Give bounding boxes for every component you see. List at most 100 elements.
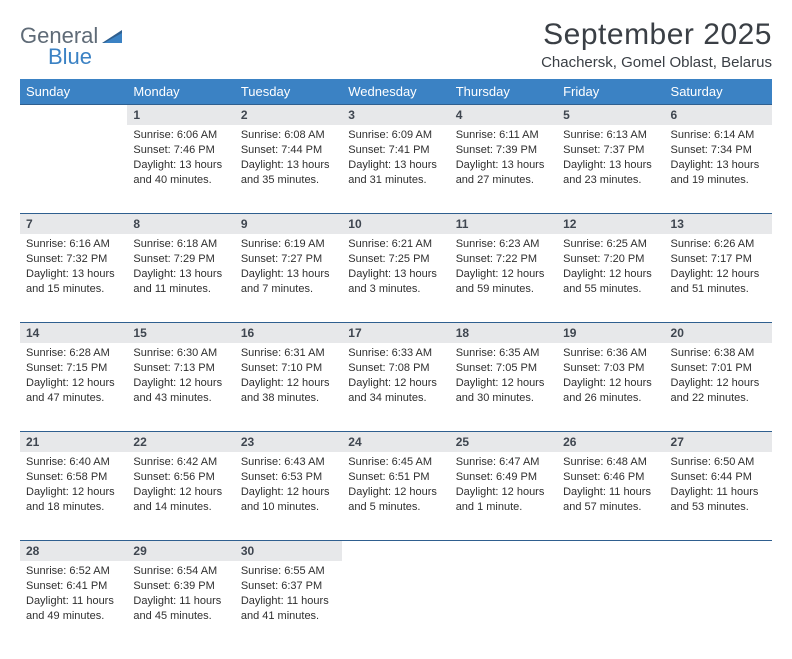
sunrise-text: Sunrise: 6:19 AM <box>241 237 336 252</box>
sunrise-text: Sunrise: 6:50 AM <box>671 455 766 470</box>
sunset-text: Sunset: 7:08 PM <box>348 361 443 376</box>
day-number: 22 <box>127 431 234 452</box>
weekday-header: Wednesday <box>342 79 449 104</box>
daylight-text: Daylight: 12 hours and 38 minutes. <box>241 376 336 406</box>
daylight-text: Daylight: 12 hours and 5 minutes. <box>348 485 443 515</box>
day-cell: Sunrise: 6:26 AMSunset: 7:17 PMDaylight:… <box>665 234 772 322</box>
day-cell: Sunrise: 6:50 AMSunset: 6:44 PMDaylight:… <box>665 452 772 540</box>
daylight-text: Daylight: 12 hours and 10 minutes. <box>241 485 336 515</box>
day-number: 27 <box>665 431 772 452</box>
day-number: 25 <box>450 431 557 452</box>
sunrise-text: Sunrise: 6:16 AM <box>26 237 121 252</box>
day-number: 11 <box>450 213 557 234</box>
sunset-text: Sunset: 7:22 PM <box>456 252 551 267</box>
day-cell: Sunrise: 6:45 AMSunset: 6:51 PMDaylight:… <box>342 452 449 540</box>
day-number: 13 <box>665 213 772 234</box>
day-detail: Sunrise: 6:50 AMSunset: 6:44 PMDaylight:… <box>665 452 772 520</box>
day-cell: Sunrise: 6:54 AMSunset: 6:39 PMDaylight:… <box>127 561 234 649</box>
day-detail: Sunrise: 6:42 AMSunset: 6:56 PMDaylight:… <box>127 452 234 520</box>
day-cell: Sunrise: 6:14 AMSunset: 7:34 PMDaylight:… <box>665 125 772 213</box>
sunrise-text: Sunrise: 6:21 AM <box>348 237 443 252</box>
day-cell: Sunrise: 6:30 AMSunset: 7:13 PMDaylight:… <box>127 343 234 431</box>
day-detail: Sunrise: 6:16 AMSunset: 7:32 PMDaylight:… <box>20 234 127 302</box>
content-row: Sunrise: 6:28 AMSunset: 7:15 PMDaylight:… <box>20 343 772 431</box>
content-row: Sunrise: 6:06 AMSunset: 7:46 PM Daylight:… <box>20 125 772 213</box>
daylight-text: Daylight: 12 hours and 51 minutes. <box>671 267 766 297</box>
day-number: 2 <box>235 104 342 125</box>
empty-day <box>342 540 449 561</box>
sunset-text: Sunset: 7:46 PM <box>133 143 228 158</box>
daylight-text: Daylight: 12 hours and 34 minutes. <box>348 376 443 406</box>
sunrise-text: Sunrise: 6:25 AM <box>563 237 658 252</box>
day-cell: Sunrise: 6:52 AMSunset: 6:41 PMDaylight:… <box>20 561 127 649</box>
day-number: 14 <box>20 322 127 343</box>
sunset-text: Sunset: 7:10 PM <box>241 361 336 376</box>
sunset-text: Sunset: 7:25 PM <box>348 252 443 267</box>
day-cell: Sunrise: 6:06 AMSunset: 7:46 PMDaylight:… <box>127 125 234 213</box>
day-cell: Sunrise: 6:31 AMSunset: 7:10 PMDaylight:… <box>235 343 342 431</box>
day-detail: Sunrise: 6:36 AMSunset: 7:03 PMDaylight:… <box>557 343 664 411</box>
day-detail: Sunrise: 6:55 AMSunset: 6:37 PMDaylight:… <box>235 561 342 629</box>
daylight-text: Daylight: 11 hours and 41 minutes. <box>241 594 336 624</box>
sunrise-text: Sunrise: 6:38 AM <box>671 346 766 361</box>
daynum-row: 78910111213 <box>20 213 772 234</box>
daylight-text: Daylight: 12 hours and 18 minutes. <box>26 485 121 515</box>
daylight-text: Daylight: 13 hours and 7 minutes. <box>241 267 336 297</box>
day-detail: Sunrise: 6:19 AMSunset: 7:27 PMDaylight:… <box>235 234 342 302</box>
daylight-text: Daylight: 11 hours and 49 minutes. <box>26 594 121 624</box>
logo: General Blue <box>20 18 126 68</box>
daylight-text: Daylight: 12 hours and 43 minutes. <box>133 376 228 406</box>
day-number: 6 <box>665 104 772 125</box>
sunrise-text: Sunrise: 6:08 AM <box>241 128 336 143</box>
day-cell: Sunrise: 6:43 AMSunset: 6:53 PMDaylight:… <box>235 452 342 540</box>
daylight-text: Daylight: 13 hours and 31 minutes. <box>348 158 443 188</box>
sunset-text: Sunset: 7:37 PM <box>563 143 658 158</box>
daynum-row: 123456 <box>20 104 772 125</box>
sunset-text: Sunset: 7:34 PM <box>671 143 766 158</box>
day-detail: Sunrise: 6:13 AMSunset: 7:37 PMDaylight:… <box>557 125 664 193</box>
daylight-text: Daylight: 13 hours and 23 minutes. <box>563 158 658 188</box>
daynum-row: 21222324252627 <box>20 431 772 452</box>
sunrise-text: Sunrise: 6:11 AM <box>456 128 551 143</box>
day-detail: Sunrise: 6:40 AMSunset: 6:58 PMDaylight:… <box>20 452 127 520</box>
sunrise-text: Sunrise: 6:48 AM <box>563 455 658 470</box>
sunset-text: Sunset: 6:44 PM <box>671 470 766 485</box>
sunrise-text: Sunrise: 6:09 AM <box>348 128 443 143</box>
sunrise-text: Sunrise: 6:45 AM <box>348 455 443 470</box>
day-cell: Sunrise: 6:33 AMSunset: 7:08 PMDaylight:… <box>342 343 449 431</box>
day-detail: Sunrise: 6:14 AMSunset: 7:34 PMDaylight:… <box>665 125 772 193</box>
day-cell <box>20 125 127 213</box>
day-number: 8 <box>127 213 234 234</box>
day-detail: Sunrise: 6:48 AMSunset: 6:46 PMDaylight:… <box>557 452 664 520</box>
day-detail: Sunrise: 6:47 AMSunset: 6:49 PMDaylight:… <box>450 452 557 520</box>
daylight-text: Daylight: 12 hours and 30 minutes. <box>456 376 551 406</box>
sunrise-text: Sunrise: 6:30 AM <box>133 346 228 361</box>
sunset-text: Sunset: 6:49 PM <box>456 470 551 485</box>
daylight-text: Daylight: 12 hours and 26 minutes. <box>563 376 658 406</box>
day-cell: Sunrise: 6:18 AMSunset: 7:29 PMDaylight:… <box>127 234 234 322</box>
sunrise-text: Sunrise: 6:18 AM <box>133 237 228 252</box>
daynum-row: 14151617181920 <box>20 322 772 343</box>
day-number: 7 <box>20 213 127 234</box>
daylight-text: Daylight: 12 hours and 1 minute. <box>456 485 551 515</box>
sunrise-text: Sunrise: 6:14 AM <box>671 128 766 143</box>
sunrise-text: Sunrise: 6:23 AM <box>456 237 551 252</box>
sunset-text: Sunset: 6:37 PM <box>241 579 336 594</box>
day-detail: Sunrise: 6:45 AMSunset: 6:51 PMDaylight:… <box>342 452 449 520</box>
daylight-text: Daylight: 12 hours and 47 minutes. <box>26 376 121 406</box>
daylight-text: Daylight: 13 hours and 11 minutes. <box>133 267 228 297</box>
content-row: Sunrise: 6:52 AMSunset: 6:41 PMDaylight:… <box>20 561 772 649</box>
day-cell: Sunrise: 6:13 AMSunset: 7:37 PMDaylight:… <box>557 125 664 213</box>
sunrise-text: Sunrise: 6:54 AM <box>133 564 228 579</box>
sunrise-text: Sunrise: 6:35 AM <box>456 346 551 361</box>
sunrise-text: Sunrise: 6:40 AM <box>26 455 121 470</box>
sunset-text: Sunset: 7:39 PM <box>456 143 551 158</box>
sunrise-text: Sunrise: 6:33 AM <box>348 346 443 361</box>
sunrise-text: Sunrise: 6:26 AM <box>671 237 766 252</box>
content-row: Sunrise: 6:16 AMSunset: 7:32 PMDaylight:… <box>20 234 772 322</box>
sunrise-text: Sunrise: 6:28 AM <box>26 346 121 361</box>
sunrise-text: Sunrise: 6:36 AM <box>563 346 658 361</box>
sunrise-text: Sunrise: 6:06 AM <box>133 128 228 143</box>
day-detail: Sunrise: 6:35 AMSunset: 7:05 PMDaylight:… <box>450 343 557 411</box>
day-number: 5 <box>557 104 664 125</box>
